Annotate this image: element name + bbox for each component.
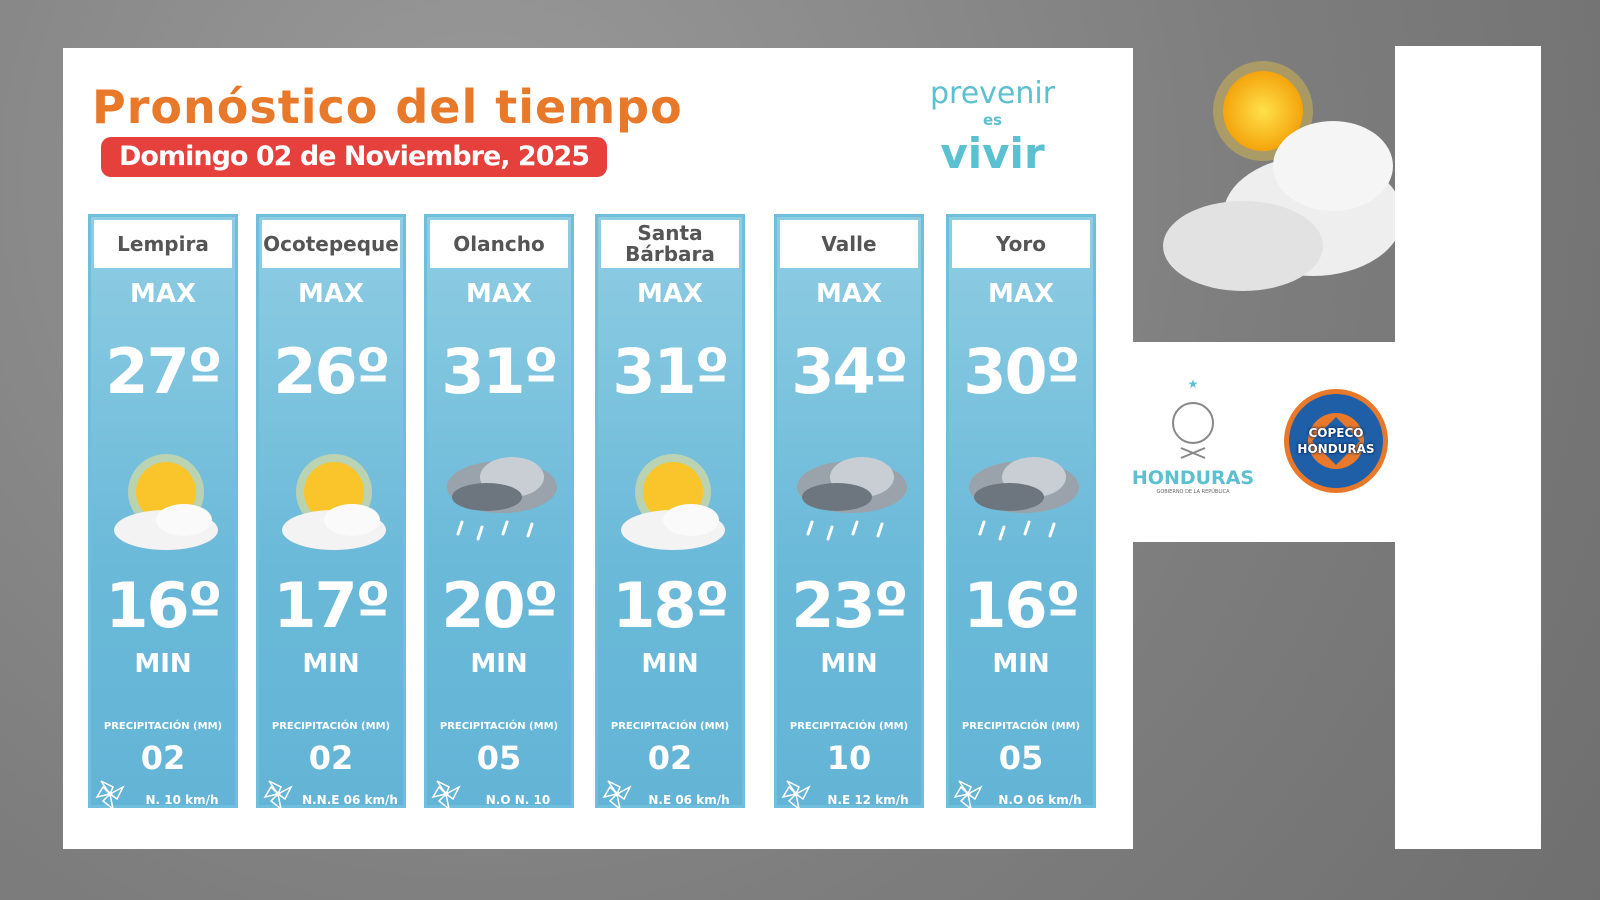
- precip-value: 02: [308, 739, 354, 777]
- sun-cloud-icon: [274, 442, 394, 566]
- honduras-text: HONDURAS: [1131, 467, 1255, 489]
- min-label: MIN: [302, 649, 360, 679]
- min-label: MIN: [820, 649, 878, 679]
- min-temp: 16º: [105, 569, 222, 642]
- wind-icon: [953, 777, 983, 815]
- wind-value: N.O 06 km/h: [998, 793, 1082, 807]
- min-label: MIN: [992, 649, 1050, 679]
- honduras-subtext: GOBIERNO DE LA REPÚBLICA: [1156, 489, 1230, 495]
- precip-value: 10: [826, 739, 872, 777]
- wind-icon: [263, 777, 293, 815]
- wind-icon: [431, 777, 461, 815]
- city-name: Ocotepeque: [262, 220, 400, 268]
- max-label: MAX: [815, 279, 883, 309]
- rain-cloud-icon: [964, 442, 1084, 566]
- sun-cloud-icon: [613, 442, 733, 566]
- city-card: Olancho MAX 31º 20º MIN PRECIPITACIÓN (M…: [424, 214, 574, 821]
- min-label: MIN: [134, 649, 192, 679]
- min-temp: 16º: [963, 569, 1080, 642]
- brand-line3: vivir: [940, 129, 1045, 178]
- precip-label: PRECIPITACIÓN (MM): [271, 721, 391, 732]
- precip-label: PRECIPITACIÓN (MM): [961, 721, 1081, 732]
- sun-cloud-hero-icon: [1163, 61, 1395, 291]
- precip-value: 02: [140, 739, 186, 777]
- rain-cloud-icon: [792, 442, 912, 566]
- city-name: Valle: [780, 220, 918, 268]
- city-name: Olancho: [430, 220, 568, 268]
- brand-line1: prevenir: [930, 76, 1056, 111]
- city-card: Yoro MAX 30º 16º MIN PRECIPITACIÓN (MM) …: [946, 214, 1096, 811]
- max-temp: 31º: [612, 335, 729, 408]
- precip-label: PRECIPITACIÓN (MM): [103, 721, 223, 732]
- max-label: MAX: [987, 279, 1055, 309]
- city-card: Ocotepeque MAX 26º 17º MIN PRECIPITACIÓN…: [256, 214, 406, 811]
- max-temp: 31º: [441, 335, 558, 408]
- min-temp: 20º: [441, 569, 558, 642]
- precip-label: PRECIPITACIÓN (MM): [610, 721, 730, 732]
- wind-value: N. 10 km/h: [145, 793, 219, 807]
- max-label: MAX: [465, 279, 533, 309]
- coat-of-arms-icon: ★: [1172, 377, 1214, 459]
- max-temp: 27º: [105, 335, 222, 408]
- max-temp: 34º: [791, 335, 908, 408]
- city-name: Lempira: [94, 220, 232, 268]
- max-label: MAX: [129, 279, 197, 309]
- city-name: Santa Bárbara: [601, 220, 739, 268]
- copeco-logo: COPECO HONDURAS: [1282, 387, 1390, 495]
- precip-label: PRECIPITACIÓN (MM): [789, 721, 909, 732]
- wind-icon: [602, 777, 632, 815]
- max-label: MAX: [636, 279, 704, 309]
- min-label: MIN: [641, 649, 699, 679]
- precip-value: 05: [998, 739, 1044, 777]
- prevenir-logo: prevenir es vivir: [930, 76, 1055, 178]
- precip-value: 02: [647, 739, 693, 777]
- rain-cloud-icon: [442, 442, 562, 566]
- precip-value: 05: [476, 739, 522, 777]
- wind-value: N.E 12 km/h: [827, 793, 909, 807]
- city-name: Yoro: [952, 220, 1090, 268]
- honduras-logo: ★ HONDURAS GOBIERNO DE LA REPÚBLICA: [1128, 377, 1258, 495]
- wind-value: N.O N. 10 km/h: [485, 793, 551, 821]
- precip-label: PRECIPITACIÓN (MM): [439, 721, 559, 732]
- city-card: Lempira MAX 27º 16º MIN PRECIPITACIÓN (M…: [88, 214, 238, 811]
- wind-icon: [95, 777, 125, 815]
- max-temp: 30º: [963, 335, 1080, 408]
- wind-value: N.N.E 06 km/h: [302, 793, 398, 807]
- wind-value: N.E 06 km/h: [648, 793, 730, 807]
- sun-cloud-icon: [106, 442, 226, 566]
- page-title: Pronóstico del tiempo: [92, 80, 683, 134]
- brand-line2: es: [982, 111, 1003, 129]
- svg-text:★: ★: [1188, 378, 1199, 391]
- max-label: MAX: [297, 279, 365, 309]
- min-temp: 18º: [612, 569, 729, 642]
- wind-icon: [781, 777, 811, 815]
- copeco-text: COPECO HONDURAS: [1297, 426, 1375, 456]
- copeco-badge-icon: [1284, 389, 1388, 493]
- city-card: Valle MAX 34º 23º MIN PRECIPITACIÓN (MM)…: [774, 214, 924, 811]
- max-temp: 26º: [273, 335, 390, 408]
- date-badge: Domingo 02 de Noviembre, 2025: [101, 137, 608, 177]
- min-temp: 23º: [791, 569, 908, 642]
- right-strip: [1395, 46, 1541, 849]
- city-card: Santa Bárbara MAX 31º 18º MIN PRECIPITAC…: [595, 214, 745, 811]
- min-label: MIN: [470, 649, 528, 679]
- min-temp: 17º: [273, 569, 390, 642]
